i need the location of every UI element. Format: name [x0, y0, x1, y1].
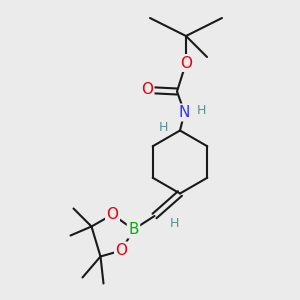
Text: O: O [106, 207, 119, 222]
Text: H: H [169, 217, 179, 230]
Text: H: H [159, 121, 168, 134]
Text: O: O [116, 243, 128, 258]
Text: N: N [179, 105, 190, 120]
Text: O: O [141, 82, 153, 98]
Text: B: B [128, 222, 139, 237]
Text: H: H [196, 104, 206, 118]
Text: O: O [180, 56, 192, 70]
